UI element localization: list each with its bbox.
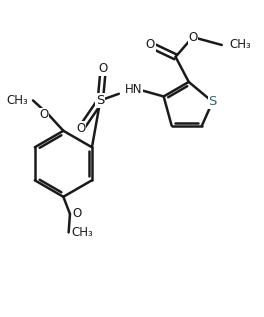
Text: O: O — [98, 62, 108, 75]
Text: S: S — [208, 95, 217, 108]
Text: S: S — [96, 94, 105, 107]
Text: CH₃: CH₃ — [6, 94, 28, 107]
Text: O: O — [40, 108, 49, 121]
Text: CH₃: CH₃ — [71, 226, 93, 239]
Text: O: O — [76, 122, 85, 135]
Text: HN: HN — [125, 83, 142, 96]
Text: O: O — [73, 207, 82, 220]
Text: O: O — [146, 38, 155, 51]
Text: O: O — [188, 30, 197, 43]
Text: CH₃: CH₃ — [230, 38, 251, 51]
